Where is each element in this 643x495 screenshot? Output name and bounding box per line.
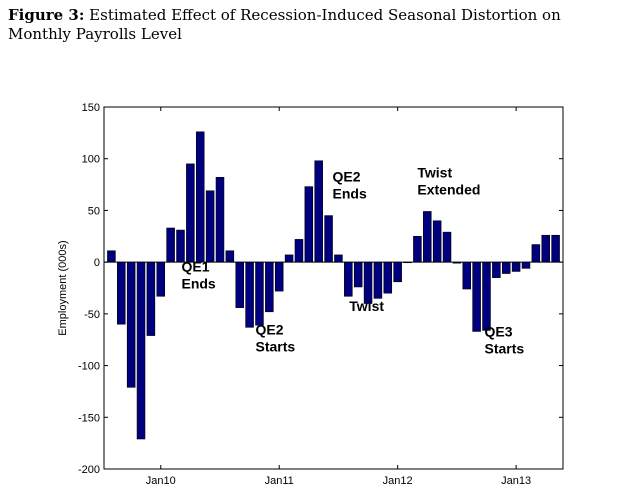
bar xyxy=(482,261,491,331)
annotation-line: QE2 xyxy=(333,168,361,184)
annotation-line: QE2 xyxy=(256,322,284,338)
bar xyxy=(324,215,333,263)
bar xyxy=(136,261,146,440)
bar xyxy=(344,261,353,297)
bar xyxy=(541,234,550,263)
plot-frame xyxy=(103,106,564,470)
bars-group xyxy=(107,131,560,440)
bar xyxy=(334,254,343,263)
bar xyxy=(166,227,175,263)
y-tick-label: -150 xyxy=(78,412,100,424)
bar xyxy=(146,261,156,336)
bar xyxy=(304,186,314,263)
y-tick-label: 0 xyxy=(94,257,100,269)
bar xyxy=(107,250,116,263)
y-tick-label: -100 xyxy=(78,361,100,373)
bar xyxy=(353,261,363,288)
bar xyxy=(383,261,393,294)
annotation-line: Twist xyxy=(349,298,384,314)
annotation-line: Starts xyxy=(485,341,525,357)
annotation-line: QE3 xyxy=(485,324,513,340)
bar xyxy=(521,261,531,269)
bar xyxy=(294,239,304,263)
bar xyxy=(284,254,294,263)
figure-title-text: Estimated Effect of Recession-Induced Se… xyxy=(8,6,561,43)
x-tick-label: Jan11 xyxy=(265,475,294,487)
bar xyxy=(393,261,402,283)
annotation: QE1 Ends xyxy=(181,258,215,291)
x-tick-label: Jan10 xyxy=(146,475,176,487)
bar xyxy=(551,234,560,263)
bar xyxy=(373,261,383,299)
bar xyxy=(126,261,136,388)
bar xyxy=(274,261,284,292)
bar xyxy=(255,261,264,326)
annotation-line: QE1 xyxy=(181,258,209,274)
bar xyxy=(235,261,244,308)
annotation-line: Extended xyxy=(417,181,480,197)
y-tick-label: 100 xyxy=(82,154,100,166)
bar xyxy=(215,177,225,263)
annotation-line: Twist xyxy=(417,164,452,180)
bar xyxy=(492,261,501,278)
bar xyxy=(195,131,205,263)
y-tick-label: 150 xyxy=(82,102,100,114)
bar xyxy=(423,211,432,263)
y-tick-label: -200 xyxy=(78,464,100,476)
bar xyxy=(156,261,166,297)
figure-title: Figure 3: Estimated Effect of Recession-… xyxy=(8,6,628,44)
annotation-line: Ends xyxy=(181,275,215,291)
annotation: QE3 Starts xyxy=(485,324,525,357)
annotation-line: Starts xyxy=(256,339,296,355)
x-tick-label: Jan12 xyxy=(383,475,413,487)
bar xyxy=(245,261,254,328)
bar xyxy=(265,261,274,313)
y-tick-label: -50 xyxy=(84,309,100,321)
bar xyxy=(462,261,472,290)
bar xyxy=(205,190,215,263)
bar xyxy=(531,244,541,263)
plot-background xyxy=(104,107,563,469)
bar xyxy=(117,261,126,325)
annotation: Twist xyxy=(349,298,384,314)
annotation: QE2 Starts xyxy=(256,322,296,355)
bar xyxy=(432,220,442,263)
bar xyxy=(225,250,235,263)
bar xyxy=(472,261,481,332)
figure-number: Figure 3: xyxy=(8,6,85,24)
bar xyxy=(442,231,452,263)
bar xyxy=(501,261,511,274)
x-tick-label: Jan13 xyxy=(501,475,531,487)
bar xyxy=(186,163,195,263)
annotation: QE2 Ends xyxy=(333,168,367,201)
y-axis-label: Employment (000s) xyxy=(57,240,69,335)
bar xyxy=(176,229,185,263)
axes-group: 150 100 50 0 -50 -100 -150 -200 Jan10 Jan11 Jan12 J… xyxy=(57,102,564,487)
bar xyxy=(413,235,422,263)
annotation-line: Ends xyxy=(333,185,367,201)
bar xyxy=(511,261,521,272)
y-tick-label: 50 xyxy=(88,205,100,217)
annotation: Twist Extended xyxy=(417,164,480,197)
plot-area xyxy=(104,107,563,469)
bar xyxy=(314,160,323,263)
